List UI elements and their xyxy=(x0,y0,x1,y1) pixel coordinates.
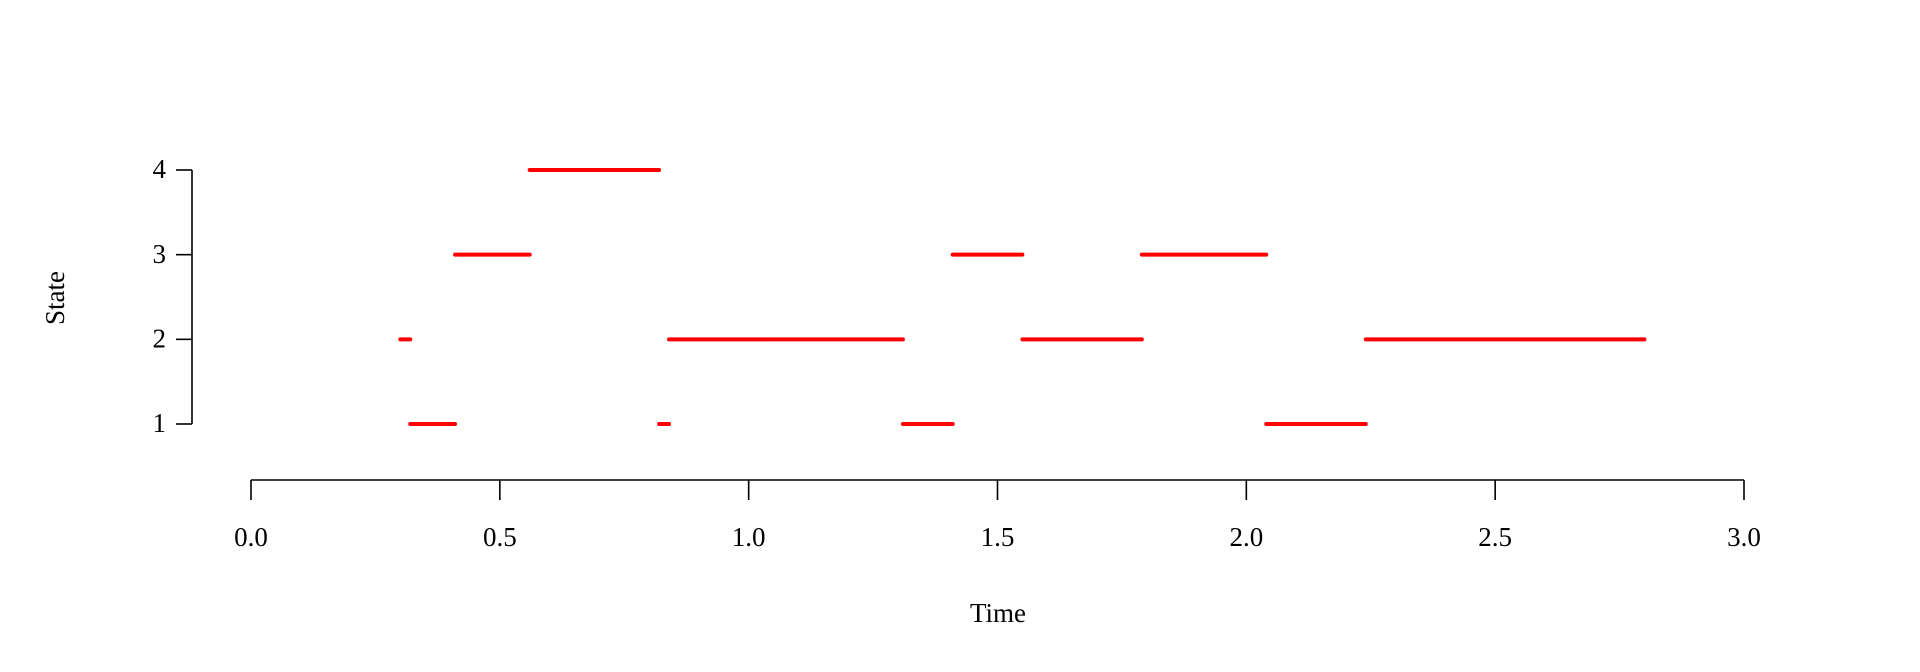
x-tick-label: 2.0 xyxy=(1229,522,1263,552)
x-tick-label: 2.5 xyxy=(1478,522,1512,552)
y-tick-label: 3 xyxy=(153,239,167,269)
x-tick-label: 1.0 xyxy=(732,522,766,552)
x-tick-label: 0.5 xyxy=(483,522,517,552)
y-tick-label: 1 xyxy=(153,408,167,438)
y-tick-label: 4 xyxy=(153,154,167,184)
y-tick-label: 2 xyxy=(153,324,167,354)
x-axis-title: Time xyxy=(970,598,1026,628)
x-tick-label: 0.0 xyxy=(234,522,268,552)
x-tick-label: 1.5 xyxy=(981,522,1015,552)
y-axis-title: State xyxy=(40,271,70,325)
x-tick-label: 3.0 xyxy=(1727,522,1761,552)
